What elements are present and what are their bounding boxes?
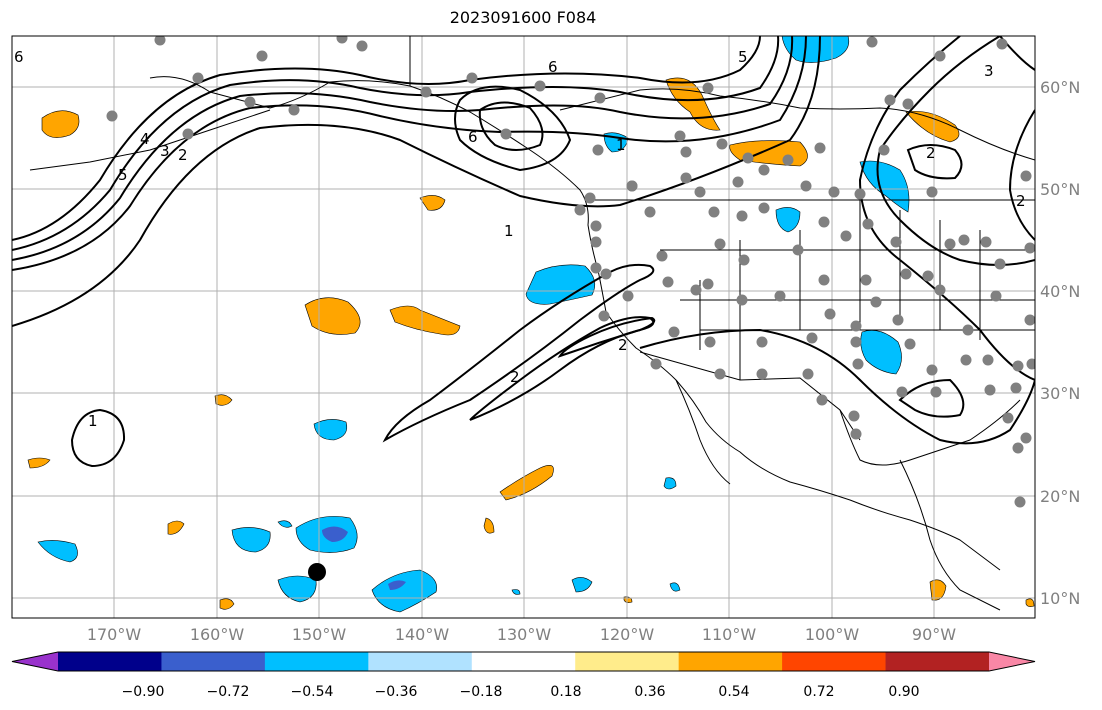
lat-tick-label: 50°N (1040, 180, 1080, 199)
colorbar (11, 651, 1036, 672)
colorbar-extend-high (989, 652, 1035, 671)
contour-label: 2 (510, 368, 520, 386)
station-dots (106, 36, 1035, 508)
colorbar-tick-label: −0.36 (375, 684, 418, 700)
contour-lines (12, 36, 1035, 468)
colorbar-tick-label: 0.36 (634, 684, 665, 700)
colorbar-segment (575, 652, 680, 671)
lon-tick-label: 160°W (190, 625, 245, 644)
colorbar-tick-label: 0.72 (803, 684, 834, 700)
lon-tick-label: 150°W (292, 625, 347, 644)
colorbar-tick-label: 0.90 (888, 684, 919, 700)
contour-label: 6 (548, 58, 558, 76)
colorbar-tick-label: 0.54 (718, 684, 749, 700)
contour-label: 6 (14, 48, 24, 66)
colorbar-tick-labels: −0.90 −0.72 −0.54 −0.36 −0.18 0.18 0.36 … (122, 684, 920, 700)
colorbar-tick-label: −0.54 (291, 684, 334, 700)
lon-tick-label: 110°W (702, 625, 757, 644)
contour-label: 1 (88, 412, 98, 430)
lon-tick-label: 90°W (912, 625, 956, 644)
lon-tick-label: 170°W (87, 625, 142, 644)
lon-tick-label: 140°W (395, 625, 450, 644)
contour-label: 2 (618, 336, 628, 354)
colorbar-segment (368, 652, 473, 671)
latitude-axis: 10°N 20°N 30°N 40°N 50°N 60°N (1040, 78, 1080, 608)
colorbar-segment (678, 652, 783, 671)
contour-label: 2 (1016, 192, 1026, 210)
lat-tick-label: 20°N (1040, 487, 1080, 506)
colorbar-segment (161, 652, 266, 671)
colorbar-tick-label: −0.90 (122, 684, 165, 700)
contour-label: 5 (118, 166, 128, 184)
lat-tick-label: 30°N (1040, 384, 1080, 403)
colorbar-extend-low (12, 652, 58, 671)
contour-label: 2 (926, 144, 936, 162)
location-marker (308, 563, 326, 581)
strong-negative-anomaly-regions (322, 526, 406, 590)
contour-label: 1 (504, 222, 514, 240)
lat-tick-label: 10°N (1040, 589, 1080, 608)
map-title: 2023091600 F084 (449, 8, 597, 27)
colorbar-segment (471, 652, 576, 671)
contour-label: 5 (738, 48, 748, 66)
colorbar-tick-label: 0.18 (550, 684, 581, 700)
colorbar-tick-label: −0.72 (207, 684, 250, 700)
lon-tick-label: 130°W (497, 625, 552, 644)
colorbar-segment (58, 652, 162, 671)
contour-label: 3 (160, 142, 170, 160)
lat-tick-label: 40°N (1040, 282, 1080, 301)
colorbar-segment (264, 652, 369, 671)
contour-label: 6 (468, 128, 478, 146)
lon-tick-label: 120°W (600, 625, 655, 644)
colorbar-segment (782, 652, 887, 671)
colorbar-tick-label: −0.18 (460, 684, 503, 700)
longitude-axis: 170°W 160°W 150°W 140°W 130°W 120°W 110°… (87, 625, 956, 644)
lat-tick-label: 60°N (1040, 78, 1080, 97)
contour-label-group: 6 5 4 3 2 1 2 1 2 5 3 2 2 6 6 1 (14, 48, 1026, 430)
colorbar-segment (885, 652, 990, 671)
contour-label: 2 (178, 146, 188, 164)
contour-label: 4 (140, 130, 150, 148)
contour-label: 3 (984, 62, 994, 80)
contour-label: 1 (616, 136, 626, 154)
graticule (12, 36, 1035, 618)
lon-tick-label: 100°W (805, 625, 860, 644)
colorbar-outline (11, 651, 1036, 672)
map-frame (11, 35, 1036, 619)
